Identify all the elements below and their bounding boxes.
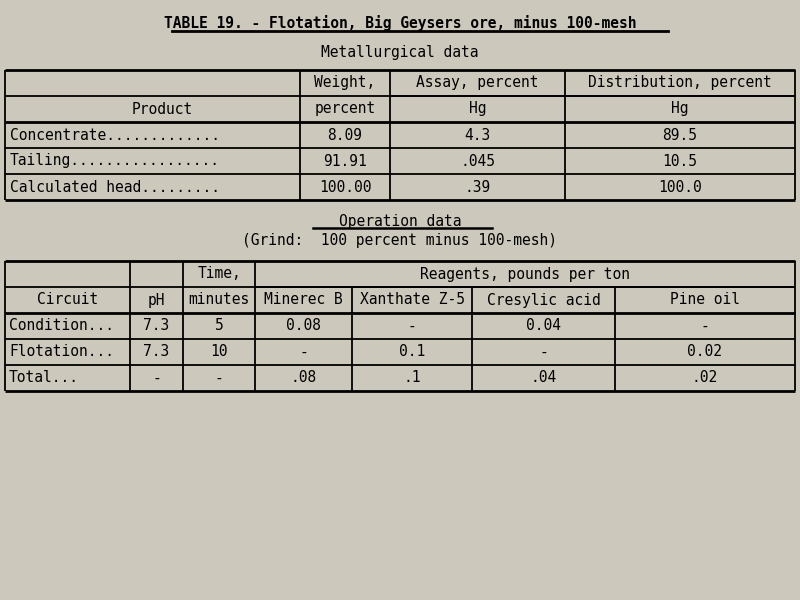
- Text: Assay, percent: Assay, percent: [416, 76, 538, 91]
- Text: .02: .02: [692, 370, 718, 385]
- Text: -: -: [152, 370, 161, 385]
- Text: Distribution, percent: Distribution, percent: [588, 76, 772, 91]
- Text: Time,: Time,: [197, 266, 241, 281]
- Text: 7.3: 7.3: [143, 344, 170, 359]
- Text: (Grind:  100 percent minus 100-mesh): (Grind: 100 percent minus 100-mesh): [242, 233, 558, 248]
- Text: percent: percent: [314, 101, 376, 116]
- Text: -: -: [539, 344, 548, 359]
- Text: Cresylic acid: Cresylic acid: [486, 292, 600, 307]
- Text: Hg: Hg: [469, 101, 486, 116]
- Text: Hg: Hg: [671, 101, 689, 116]
- Text: Condition...: Condition...: [9, 319, 114, 334]
- Text: Flotation...: Flotation...: [9, 344, 114, 359]
- Text: Circuit: Circuit: [37, 292, 98, 307]
- Text: Total...: Total...: [9, 370, 79, 385]
- Text: 0.04: 0.04: [526, 319, 561, 334]
- Text: -: -: [299, 344, 308, 359]
- Text: Pine oil: Pine oil: [670, 292, 740, 307]
- Text: 10.5: 10.5: [662, 154, 698, 169]
- Text: Product: Product: [132, 101, 193, 116]
- Text: -: -: [408, 319, 416, 334]
- Text: TABLE 19. - Flotation, Big Geysers ore, minus 100-mesh: TABLE 19. - Flotation, Big Geysers ore, …: [164, 15, 636, 31]
- Text: 0.1: 0.1: [399, 344, 425, 359]
- Text: Metallurgical data: Metallurgical data: [322, 45, 478, 60]
- Text: .39: .39: [464, 179, 490, 194]
- Text: 5: 5: [214, 319, 223, 334]
- Text: 100.0: 100.0: [658, 179, 702, 194]
- Text: Weight,: Weight,: [314, 76, 376, 91]
- Text: Tailing.................: Tailing.................: [10, 154, 220, 169]
- Text: 100.00: 100.00: [318, 179, 371, 194]
- Text: 10: 10: [210, 344, 228, 359]
- Text: .08: .08: [290, 370, 317, 385]
- Text: 0.02: 0.02: [687, 344, 722, 359]
- Text: Concentrate.............: Concentrate.............: [10, 127, 220, 142]
- Text: minutes: minutes: [188, 292, 250, 307]
- Text: .045: .045: [460, 154, 495, 169]
- Text: pH: pH: [148, 292, 166, 307]
- Text: 4.3: 4.3: [464, 127, 490, 142]
- Text: 89.5: 89.5: [662, 127, 698, 142]
- Text: 91.91: 91.91: [323, 154, 367, 169]
- Text: 7.3: 7.3: [143, 319, 170, 334]
- Text: Calculated head.........: Calculated head.........: [10, 179, 220, 194]
- Text: -: -: [214, 370, 223, 385]
- Text: Xanthate Z-5: Xanthate Z-5: [359, 292, 465, 307]
- Text: Reagents, pounds per ton: Reagents, pounds per ton: [420, 266, 630, 281]
- Text: 0.08: 0.08: [286, 319, 321, 334]
- Text: 8.09: 8.09: [327, 127, 362, 142]
- Text: .1: .1: [403, 370, 421, 385]
- Text: .04: .04: [530, 370, 557, 385]
- Text: -: -: [701, 319, 710, 334]
- Text: Operation data: Operation data: [338, 214, 462, 229]
- Text: Minerec B: Minerec B: [264, 292, 343, 307]
